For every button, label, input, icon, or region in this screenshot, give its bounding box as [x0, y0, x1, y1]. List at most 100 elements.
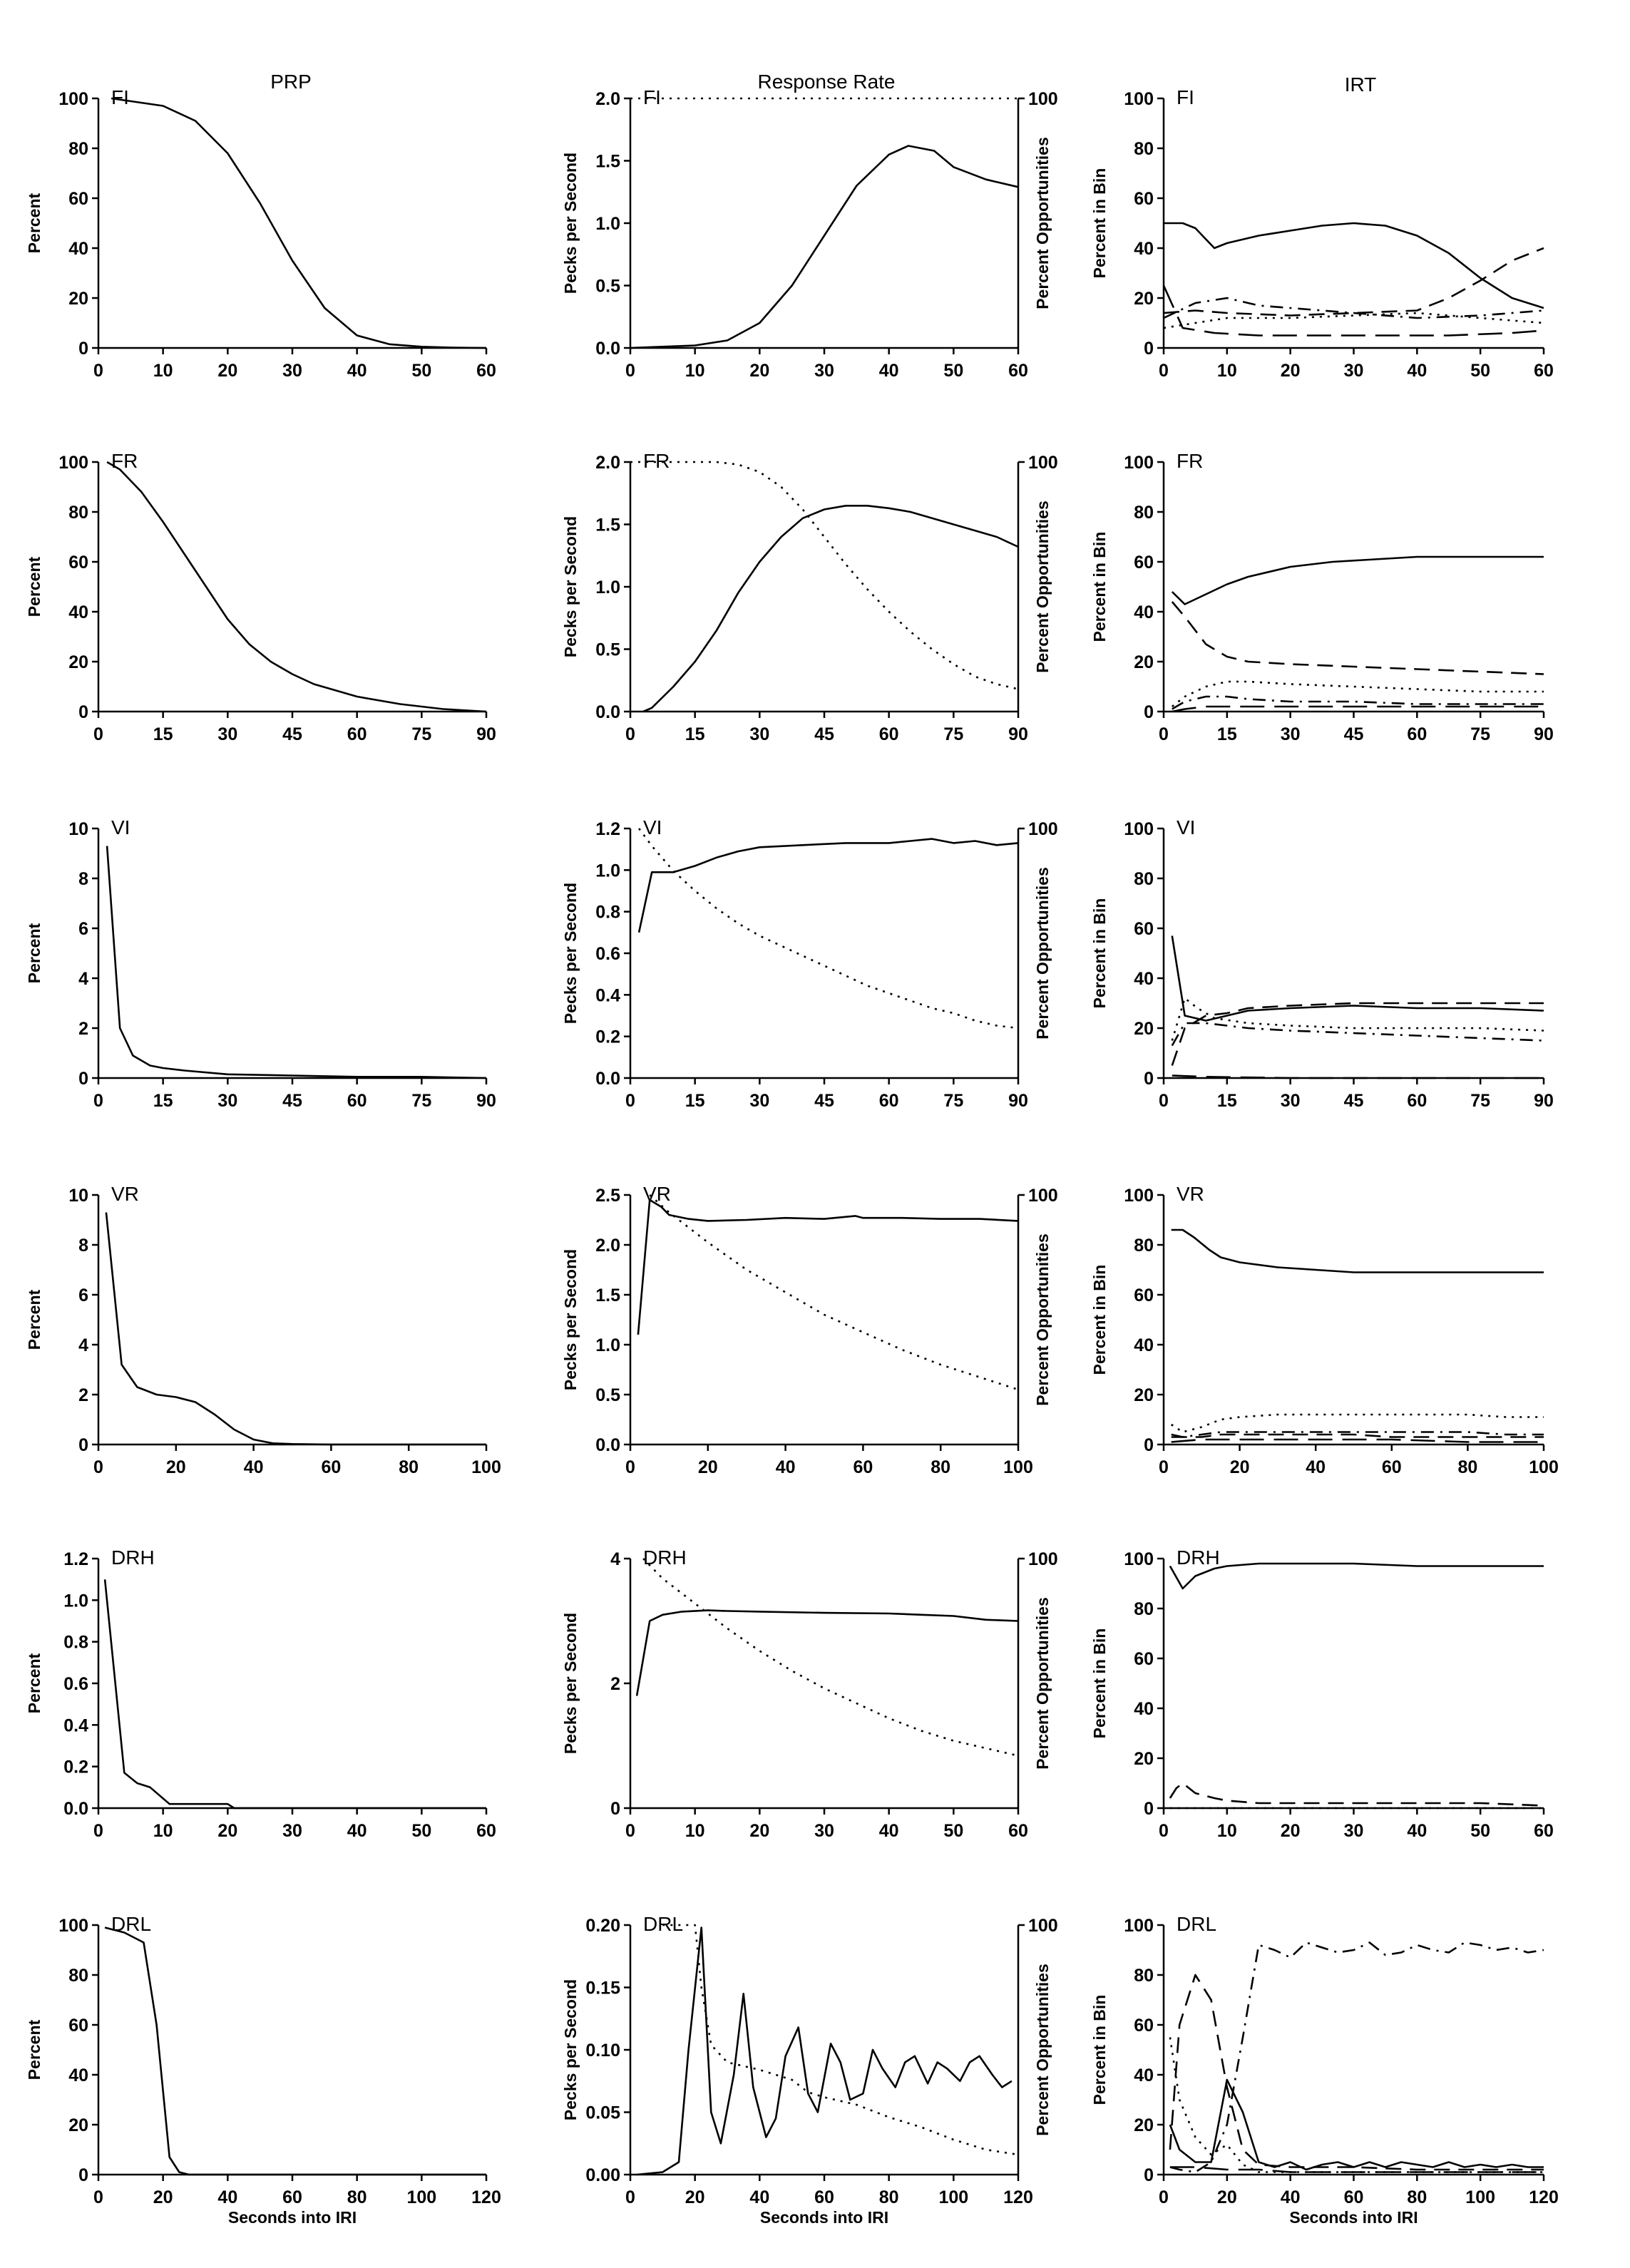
- y-tick-label: 100: [1124, 1186, 1154, 1206]
- series-line-solid: [630, 145, 1019, 349]
- series-line-dashed: [1169, 1782, 1544, 1807]
- x-tick-label: 80: [399, 1457, 419, 1477]
- series-line-solid: [1169, 2078, 1544, 2171]
- x-tick-label: 100: [471, 1457, 501, 1477]
- x-tick-label: 15: [1217, 1091, 1237, 1111]
- x-tick-label: 20: [166, 1457, 186, 1477]
- x-tick-label: 60: [1008, 361, 1028, 381]
- y-tick-label: 0.15: [585, 1979, 620, 1998]
- x-tick-label: 50: [1470, 1821, 1490, 1841]
- x-tick-label: 15: [1217, 724, 1237, 744]
- y-tick-label: 0.0: [595, 702, 620, 722]
- y-tick-label: 1.5: [595, 152, 620, 172]
- y-tick-label: 20: [1134, 2115, 1154, 2135]
- x-tick-label: 15: [153, 1091, 173, 1111]
- y-tick-label: 1.0: [595, 214, 620, 234]
- x-tick-label: 10: [685, 361, 705, 381]
- x-tick-label: 10: [1217, 361, 1237, 381]
- x-tick-label: 50: [1470, 361, 1490, 381]
- right-axis-title: Percent Opportunities: [1033, 1597, 1052, 1770]
- y-tick-label: 60: [68, 553, 88, 573]
- y-tick-label: 0.05: [585, 2103, 620, 2123]
- x-tick-label: 100: [1003, 1457, 1033, 1477]
- panel-vi-response-rate: 0 15 30 45 60 75 90 0.0 0.2 0.4 0.6 0.8 1.0 1.2 Pecks …: [561, 816, 1058, 1111]
- y-tick-label: 100: [58, 89, 88, 109]
- x-tick-label: 20: [749, 1821, 769, 1841]
- x-tick-label: 0: [93, 1821, 103, 1841]
- x-tick-label: 60: [347, 1091, 367, 1111]
- y-tick-label: 0.00: [585, 2165, 620, 2185]
- x-tick-label: 45: [282, 1091, 302, 1111]
- panel-label: VI: [1177, 816, 1195, 838]
- y-tick-label: 0.0: [595, 1069, 620, 1089]
- series-line-dotted: [638, 828, 1019, 1030]
- y-axis-title: Percent: [25, 923, 43, 983]
- x-tick-label: 40: [217, 2187, 237, 2207]
- x-tick-label: 0: [93, 2187, 103, 2207]
- x-tick-label: 0: [625, 361, 635, 381]
- series-line-solid: [106, 846, 487, 1079]
- y-tick-label: 0.5: [595, 1385, 620, 1405]
- series-line-dotted: [1163, 312, 1544, 329]
- panel-label: DRL: [1177, 1913, 1216, 1935]
- x-tick-label: 0: [625, 1821, 635, 1841]
- x-tick-label: 60: [1382, 1457, 1402, 1477]
- y-tick-label: 0: [78, 339, 88, 359]
- series-line-solid: [1169, 1562, 1544, 1590]
- x-tick-label: 20: [685, 2187, 705, 2207]
- series-line-solid: [1171, 935, 1544, 1022]
- panel-fi-irt: 0 10 20 30 40 50 60 0 20 40 60 80 100 Percent in Bin F…: [1090, 86, 1554, 381]
- y-tick-label: 0: [1144, 339, 1154, 359]
- panel-label: FI: [1177, 86, 1194, 108]
- y-tick-label: 40: [68, 2066, 88, 2085]
- y-axis-title: Percent in Bin: [1090, 1628, 1109, 1739]
- x-tick-label: 75: [943, 724, 963, 744]
- right-tick-label: 100: [1028, 1549, 1058, 1569]
- x-tick-label: 40: [879, 1821, 899, 1841]
- x-tick-label: 90: [1008, 1091, 1028, 1111]
- y-tick-label: 2.5: [595, 1186, 620, 1206]
- y-axis-title: Pecks per Second: [561, 1249, 580, 1390]
- y-axis-title: Pecks per Second: [561, 516, 580, 657]
- column-title-response-rate: Response Rate: [757, 71, 895, 93]
- series-line-dotted: [1170, 1413, 1544, 1433]
- y-tick-label: 60: [68, 189, 88, 209]
- x-tick-label: 0: [1159, 1091, 1169, 1111]
- x-tick-label: 0: [1159, 2187, 1169, 2207]
- x-axis-title: Seconds into IRI: [1289, 2208, 1418, 2227]
- x-axis-title: Seconds into IRI: [760, 2208, 888, 2227]
- y-tick-label: 40: [1134, 239, 1154, 259]
- series-line-dash-dot: [1169, 1941, 1544, 2173]
- y-tick-label: 20: [1134, 289, 1154, 309]
- y-tick-label: 0.5: [595, 640, 620, 660]
- x-tick-label: 90: [476, 724, 496, 744]
- y-tick-label: 80: [68, 1966, 88, 1986]
- x-tick-label: 30: [1281, 1091, 1301, 1111]
- y-tick-label: 0: [1144, 1799, 1154, 1819]
- y-tick-label: 100: [1124, 1549, 1154, 1569]
- panel-drl-prp: 0 20 40 60 80 100 120 0 20 40 60 80 100 Percent DRL Sec…: [25, 1913, 501, 2227]
- panel-label: VR: [111, 1183, 139, 1205]
- y-tick-label: 2.0: [595, 1236, 620, 1256]
- x-tick-label: 45: [1344, 724, 1364, 744]
- y-axis-title: Pecks per Second: [561, 883, 580, 1024]
- panel-label: DRL: [111, 1913, 151, 1935]
- x-tick-label: 15: [153, 724, 173, 744]
- x-tick-label: 0: [93, 1457, 103, 1477]
- y-tick-label: 0.10: [585, 2041, 620, 2061]
- panel-drh-prp: 0 10 20 30 40 50 60 0.0 0.2 0.4 0.6 0.8 1.0 1.2 Percen…: [25, 1546, 496, 1841]
- y-tick-label: 40: [68, 602, 88, 622]
- y-tick-label: 0: [78, 1435, 88, 1455]
- panel-vr-irt: 0 20 40 60 80 100 0 20 40 60 80 100 Percent in Bin VR: [1090, 1183, 1559, 1477]
- y-tick-label: 0.0: [63, 1799, 88, 1819]
- series-line-dash-dot: [1171, 1431, 1544, 1438]
- x-tick-label: 0: [93, 361, 103, 381]
- x-tick-label: 30: [814, 1821, 834, 1841]
- series-line-solid: [106, 461, 487, 713]
- x-tick-label: 60: [879, 724, 899, 744]
- x-tick-label: 20: [1230, 1457, 1250, 1477]
- series-line-long-dash: [1172, 1074, 1544, 1079]
- y-tick-label: 40: [1134, 602, 1154, 622]
- x-tick-label: 45: [814, 1091, 834, 1111]
- y-axis-title: Percent in Bin: [1090, 532, 1109, 642]
